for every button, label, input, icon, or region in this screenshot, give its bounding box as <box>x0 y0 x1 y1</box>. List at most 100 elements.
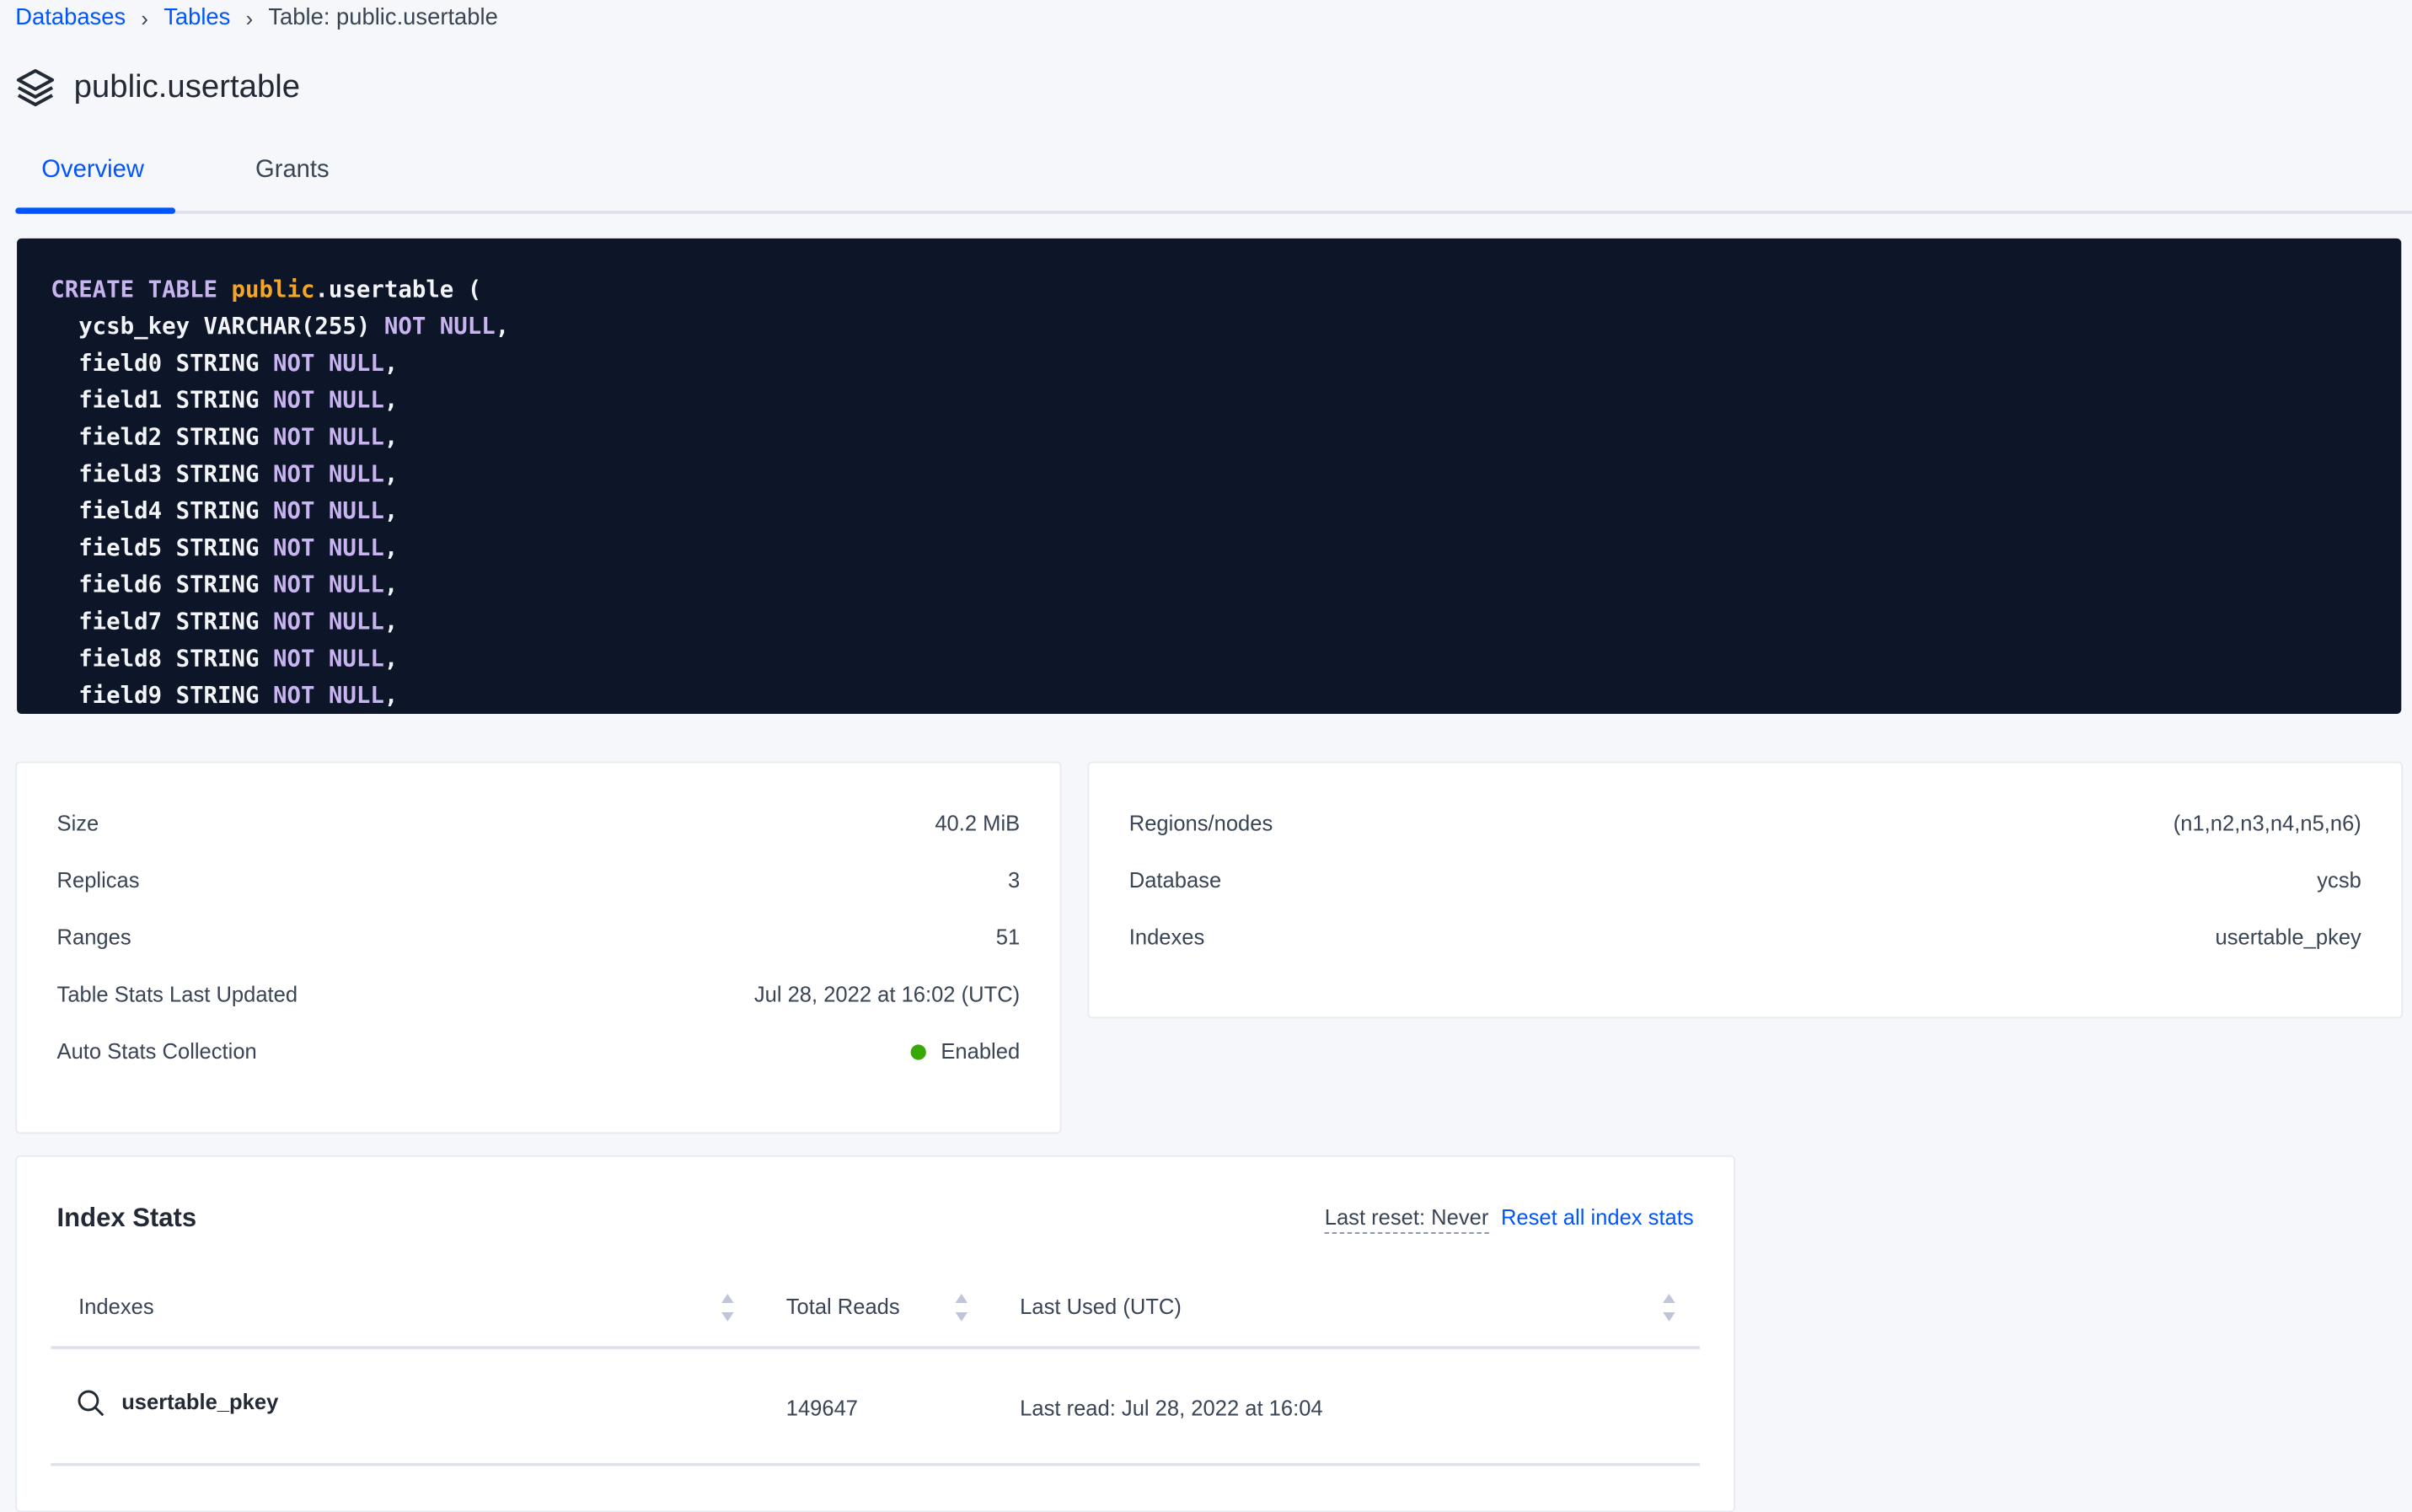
summary-label: Replicas <box>56 867 140 893</box>
summary-value: 40.2 MiB <box>935 811 1020 835</box>
summary-row: Indexes usertable_pkey <box>1129 925 2361 949</box>
code-line: field7 STRING NOT NULL, <box>51 608 398 635</box>
code-token: field8 STRING <box>51 644 273 673</box>
code-token: CREATE TABLE <box>51 275 232 303</box>
code-token: , <box>383 607 399 635</box>
code-token: NOT NULL <box>272 571 384 599</box>
summary-value: 51 <box>996 925 1020 949</box>
code-token: field5 STRING <box>51 533 273 562</box>
code-token: NOT NULL <box>272 533 384 562</box>
code-token: , <box>383 459 399 488</box>
status-dot-icon <box>909 1044 926 1060</box>
page-title-text: public.usertable <box>73 69 301 105</box>
create-table-statement: CREATE TABLE public.usertable ( ycsb_key… <box>17 238 2402 714</box>
summary-label: Auto Stats Collection <box>56 1038 257 1064</box>
code-token: NOT NULL <box>383 312 496 340</box>
total-reads: 149647 <box>785 1395 859 1420</box>
code-token: NOT NULL <box>272 386 384 415</box>
summary-value: 3 <box>1008 867 1020 892</box>
last-used: Last read: Jul 28, 2022 at 16:04 <box>1020 1395 1323 1420</box>
code-line: field3 STRING NOT NULL, <box>51 460 398 488</box>
code-token: ycsb_key VARCHAR(255) <box>51 312 384 340</box>
summary-value-text: Enabled <box>941 1038 1021 1064</box>
sort-icon[interactable] <box>1663 1294 1675 1322</box>
code-line: ycsb_key VARCHAR(255) NOT NULL, <box>51 313 509 340</box>
code-line: CREATE TABLE public.usertable ( <box>51 276 481 303</box>
sort-icon[interactable] <box>721 1294 734 1322</box>
code-token: .usertable ( <box>314 275 482 303</box>
code-token: field3 STRING <box>51 459 273 488</box>
code-token: NOT NULL <box>272 644 384 673</box>
index-stats-title: Index Stats <box>56 1203 197 1233</box>
summary-label: Indexes <box>1128 925 1205 950</box>
chevron-right-icon: › <box>245 5 254 30</box>
summary-row: Regions/nodes (n1,n2,n3,n4,n5,n6) <box>1129 811 2361 835</box>
summary-value: Enabled <box>909 1038 1021 1064</box>
index-name-link[interactable]: usertable_pkey <box>121 1389 279 1414</box>
code-token: , <box>383 496 399 525</box>
summary-row: Size 40.2 MiB <box>57 811 1021 835</box>
summary-label: Ranges <box>56 925 131 950</box>
code-token: field6 STRING <box>51 571 273 599</box>
summary-value: Jul 28, 2022 at 16:02 (UTC) <box>754 982 1020 1006</box>
last-reset: Last reset: Never <box>1324 1204 1489 1234</box>
code-token: field2 STRING <box>51 422 273 451</box>
index-stats-card: Index Stats Last reset: Never Reset all … <box>15 1155 1735 1512</box>
tab-overview[interactable]: Overview <box>41 157 145 184</box>
stack-icon <box>16 68 55 107</box>
active-tab-indicator <box>15 207 176 214</box>
chevron-right-icon: › <box>141 5 148 30</box>
code-line: field8 STRING NOT NULL, <box>51 645 398 673</box>
summary-value-text: 51 <box>995 925 1021 950</box>
summary-label: Database <box>1128 867 1222 893</box>
summary-value-text: (n1,n2,n3,n4,n5,n6) <box>2173 810 2361 836</box>
summary-value: usertable_pkey <box>2216 925 2361 949</box>
code-token: NOT NULL <box>272 422 384 451</box>
code-line: field2 STRING NOT NULL, <box>51 423 398 451</box>
code-token: field9 STRING <box>51 681 273 710</box>
summary-label: Regions/nodes <box>1128 810 1273 836</box>
sort-icon[interactable] <box>955 1294 968 1322</box>
summary-value: ycsb <box>2317 867 2361 892</box>
summary-value-text: Jul 28, 2022 at 16:02 (UTC) <box>753 981 1021 1006</box>
summary-row: Database ycsb <box>1129 867 2361 892</box>
table-summary-card: Size 40.2 MiB Replicas 3 Ranges 51 Table Stats… <box>15 761 1062 1134</box>
code-token: NOT NULL <box>272 459 384 488</box>
summary-label: Size <box>56 810 99 836</box>
code-token: field0 STRING <box>51 349 273 378</box>
page-title: public.usertable <box>15 67 300 107</box>
code-line: field4 STRING NOT NULL, <box>51 497 398 525</box>
code-line: field5 STRING NOT NULL, <box>51 533 398 561</box>
tab-grants[interactable]: Grants <box>255 157 330 184</box>
reset-index-stats-link[interactable]: Reset all index stats <box>1500 1204 1694 1230</box>
code-token: , <box>383 644 399 673</box>
divider <box>51 1346 1700 1349</box>
code-token: , <box>383 681 399 710</box>
table-location-card: Regions/nodes (n1,n2,n3,n4,n5,n6) Database… <box>1087 761 2404 1019</box>
summary-value-text: 40.2 MiB <box>935 810 1021 836</box>
column-header-last-used[interactable]: Last Used (UTC) <box>1020 1294 1182 1319</box>
code-line: field9 STRING NOT NULL, <box>51 682 398 710</box>
summary-value-text: 3 <box>1007 867 1021 893</box>
code-token: public <box>231 275 315 303</box>
column-header-total-reads[interactable]: Total Reads <box>785 1294 900 1319</box>
code-line: field1 STRING NOT NULL, <box>51 386 398 414</box>
code-token: , <box>383 533 399 562</box>
divider <box>51 1462 1700 1466</box>
code-token: , <box>383 571 399 599</box>
column-header-indexes[interactable]: Indexes <box>78 1294 154 1319</box>
tab-bar: Overview Grants <box>15 147 2412 214</box>
summary-value-text: usertable_pkey <box>2215 925 2361 950</box>
summary-value-text: ycsb <box>2317 867 2361 893</box>
breadcrumb-tables[interactable]: Tables <box>163 4 231 31</box>
summary-row: Replicas 3 <box>57 867 1021 892</box>
summary-value: (n1,n2,n3,n4,n5,n6) <box>2173 811 2361 835</box>
breadcrumb-databases[interactable]: Databases <box>15 4 126 31</box>
search-icon <box>78 1390 105 1417</box>
summary-row: Ranges 51 <box>57 925 1021 949</box>
code-token: field1 STRING <box>51 386 273 415</box>
code-token: , <box>495 312 510 340</box>
code-line: field0 STRING NOT NULL, <box>51 349 398 377</box>
summary-row: Auto Stats Collection Enabled <box>57 1038 1021 1063</box>
code-token: NOT NULL <box>272 349 384 378</box>
